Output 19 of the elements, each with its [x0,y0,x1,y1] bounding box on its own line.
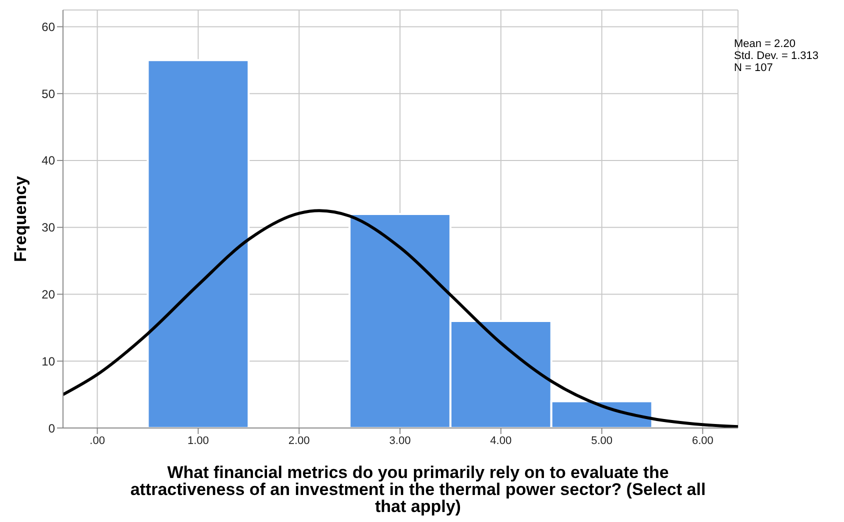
y-tick-label: 10 [42,354,56,368]
y-tick-label: 40 [42,154,56,168]
y-axis-title: Frequency [11,175,30,262]
y-tick-label: 60 [42,20,56,34]
x-tick-label: 2.00 [288,434,310,447]
x-tick-label: 4.00 [490,434,512,447]
y-tick-label: 0 [48,421,56,436]
y-tick-label: 30 [42,220,56,235]
annotation: Std. Dev. = 1.313 [734,50,818,62]
x-tick-label: 6.00 [692,434,714,447]
x-tick-label: 3.00 [389,434,411,447]
x-tick-label: 1.00 [187,434,209,447]
annotation: Mean = 2.20 [734,38,796,50]
x-tick-label: 5.00 [591,434,612,447]
y-tick-label: 50 [42,86,56,101]
x-tick-label: .00 [90,434,105,447]
annotation: N = 107 [734,62,774,74]
x-axis-title: What financial metrics do you primarily rely on to evaluate the attractiveness of an investment in the thermal power sector? (Select all that apply) [129,463,707,516]
y-tick-label: 20 [42,288,56,302]
